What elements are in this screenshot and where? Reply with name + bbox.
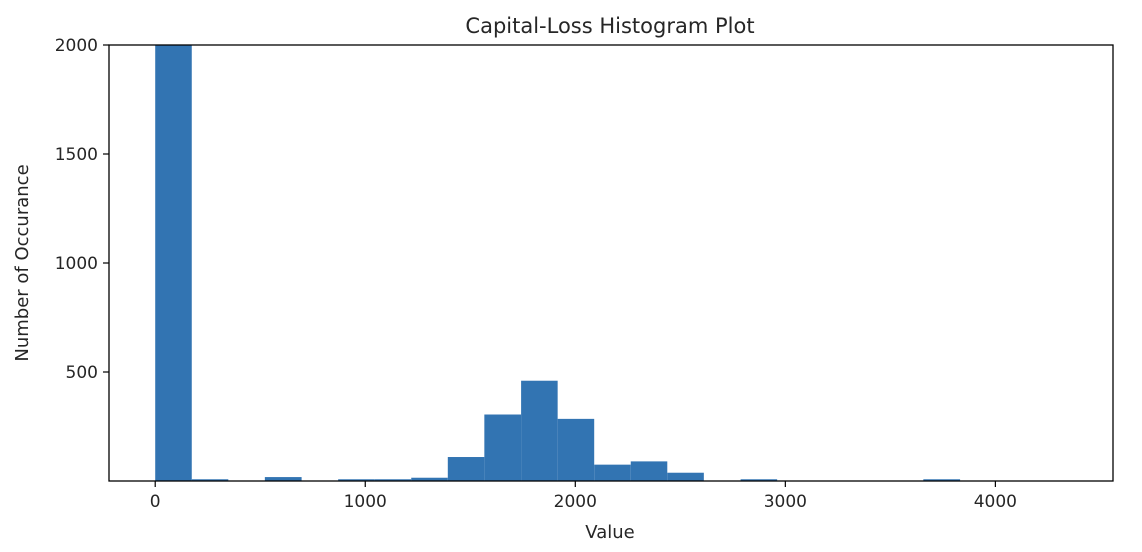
histogram-bar: [155, 45, 192, 481]
histogram-bar: [191, 479, 229, 481]
histogram-bar: [557, 418, 595, 481]
histogram-bar: [594, 464, 631, 481]
x-tick-label: 1000: [344, 492, 387, 512]
x-tick-label: 0: [150, 492, 161, 512]
y-tick-label: 1500: [55, 145, 98, 165]
histogram-bar: [447, 457, 485, 481]
histogram-bar: [338, 479, 375, 481]
histogram-bar: [484, 414, 522, 481]
y-tick-label: 2000: [55, 36, 98, 56]
histogram-bars: [155, 45, 961, 481]
histogram-bar: [374, 479, 412, 481]
x-axis-label: Value: [585, 522, 634, 543]
histogram-bar: [667, 472, 704, 481]
y-axis-label: Number of Occurance: [12, 164, 33, 361]
plot-frame: [108, 44, 1114, 482]
histogram-bar: [411, 477, 448, 481]
x-tick-label: 4000: [974, 492, 1017, 512]
x-tick-label: 3000: [764, 492, 807, 512]
x-axis-ticks: 0 1000 2000 3000 4000: [150, 481, 1017, 512]
histogram-bar: [630, 461, 668, 481]
y-tick-label: 500: [66, 363, 98, 383]
histogram-bar: [923, 479, 961, 481]
histogram-bar: [264, 477, 302, 481]
y-axis-ticks: 500 1000 1500 2000: [55, 36, 109, 383]
chart-title: Capital-Loss Histogram Plot: [465, 14, 754, 38]
y-tick-label: 1000: [55, 254, 98, 274]
histogram-bar: [521, 380, 558, 481]
x-tick-label: 2000: [554, 492, 597, 512]
histogram-bar: [740, 479, 778, 481]
